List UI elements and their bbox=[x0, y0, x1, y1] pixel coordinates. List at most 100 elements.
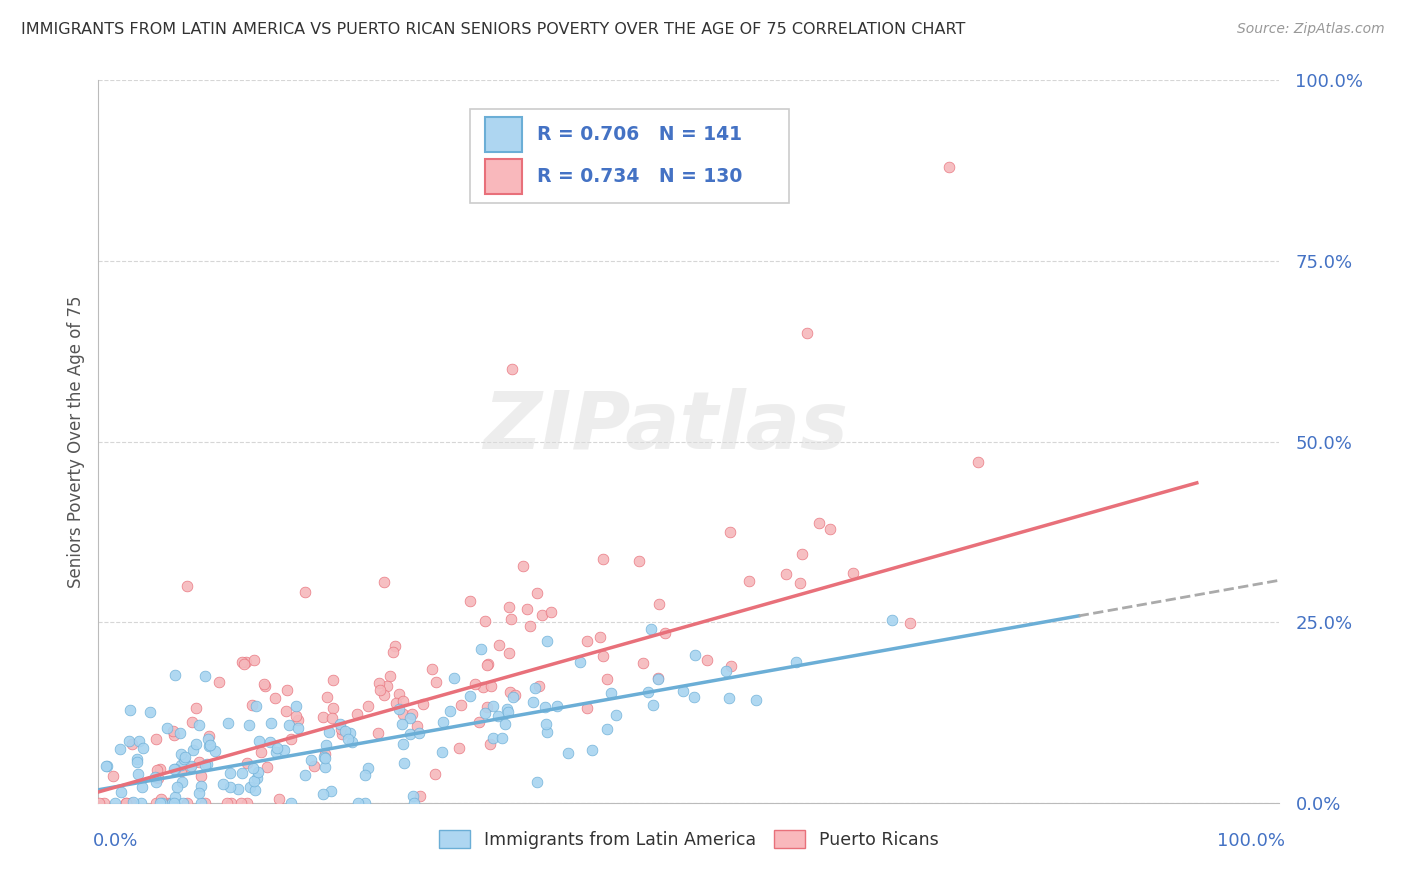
Point bbox=[287, 721, 309, 735]
Point bbox=[170, 757, 193, 772]
Point bbox=[491, 731, 513, 745]
Point bbox=[718, 525, 741, 540]
Point bbox=[208, 675, 231, 690]
Point bbox=[481, 699, 503, 714]
Point bbox=[716, 665, 738, 679]
Point bbox=[285, 709, 308, 723]
Point bbox=[280, 731, 302, 746]
Text: ZIPatlas: ZIPatlas bbox=[482, 388, 848, 467]
Point bbox=[533, 699, 555, 714]
Point bbox=[499, 612, 522, 626]
Point bbox=[672, 684, 695, 698]
Point bbox=[198, 738, 221, 752]
Point bbox=[315, 738, 337, 752]
Point bbox=[373, 688, 395, 702]
Point bbox=[246, 764, 269, 779]
Point bbox=[160, 796, 183, 810]
Point bbox=[385, 696, 408, 710]
Point bbox=[464, 676, 486, 690]
Point bbox=[165, 790, 187, 805]
Point bbox=[231, 655, 253, 669]
Point bbox=[278, 718, 301, 732]
Text: Source: ZipAtlas.com: Source: ZipAtlas.com bbox=[1237, 22, 1385, 37]
FancyBboxPatch shape bbox=[485, 159, 523, 194]
Point bbox=[841, 566, 863, 580]
Point bbox=[475, 700, 498, 714]
Point bbox=[312, 787, 335, 801]
Point bbox=[254, 679, 277, 693]
Point bbox=[536, 725, 558, 739]
Point bbox=[499, 685, 522, 699]
Point bbox=[498, 646, 520, 660]
Point bbox=[211, 777, 233, 791]
Point bbox=[247, 734, 270, 748]
Point bbox=[242, 761, 264, 775]
Point bbox=[368, 676, 391, 690]
Point bbox=[311, 710, 333, 724]
Point bbox=[450, 698, 472, 712]
Point bbox=[335, 724, 357, 739]
Point bbox=[321, 711, 343, 725]
Point bbox=[236, 796, 259, 810]
Point bbox=[392, 707, 415, 722]
Point bbox=[170, 747, 193, 761]
Point bbox=[387, 702, 409, 716]
Point bbox=[796, 326, 818, 340]
Point bbox=[321, 783, 343, 797]
Point bbox=[193, 796, 215, 810]
Point bbox=[406, 719, 429, 733]
Point bbox=[398, 711, 420, 725]
Point bbox=[180, 714, 202, 729]
Point bbox=[197, 731, 219, 746]
Point bbox=[146, 763, 169, 777]
Point bbox=[217, 796, 239, 810]
Point bbox=[240, 698, 263, 713]
Point bbox=[163, 763, 186, 777]
Point bbox=[785, 656, 807, 670]
Point bbox=[373, 574, 395, 589]
Point bbox=[152, 796, 174, 810]
Point bbox=[526, 775, 548, 789]
Point bbox=[218, 780, 240, 794]
Point bbox=[367, 726, 389, 740]
Point bbox=[482, 731, 505, 745]
Point bbox=[523, 681, 546, 695]
Point bbox=[592, 552, 614, 566]
Point bbox=[501, 362, 523, 376]
Point bbox=[384, 640, 406, 654]
Point bbox=[336, 732, 359, 747]
Point bbox=[354, 768, 377, 782]
Point bbox=[527, 679, 550, 693]
Point bbox=[299, 753, 322, 767]
Point bbox=[322, 700, 344, 714]
Point bbox=[267, 792, 290, 806]
Point bbox=[432, 714, 454, 729]
Point bbox=[382, 645, 405, 659]
Point bbox=[259, 735, 281, 749]
Point bbox=[391, 717, 413, 731]
Text: IMMIGRANTS FROM LATIN AMERICA VS PUERTO RICAN SENIORS POVERTY OVER THE AGE OF 75: IMMIGRANTS FROM LATIN AMERICA VS PUERTO … bbox=[21, 22, 966, 37]
Point bbox=[530, 608, 553, 623]
Point bbox=[494, 716, 516, 731]
Point bbox=[250, 745, 273, 759]
Point bbox=[163, 728, 186, 742]
Point bbox=[898, 616, 921, 631]
Point bbox=[422, 662, 444, 676]
Point bbox=[284, 698, 307, 713]
Point bbox=[173, 752, 195, 766]
Point bbox=[392, 737, 415, 751]
Point bbox=[127, 752, 149, 766]
Point bbox=[546, 699, 568, 714]
Point bbox=[496, 705, 519, 719]
Point bbox=[190, 780, 212, 794]
Point bbox=[368, 682, 391, 697]
Point bbox=[488, 639, 510, 653]
Point bbox=[221, 796, 243, 810]
Point bbox=[145, 796, 167, 810]
Point bbox=[318, 725, 340, 739]
Point bbox=[172, 796, 194, 810]
Point bbox=[496, 702, 519, 716]
Point bbox=[235, 655, 257, 669]
Point bbox=[399, 727, 422, 741]
Point bbox=[264, 691, 287, 706]
